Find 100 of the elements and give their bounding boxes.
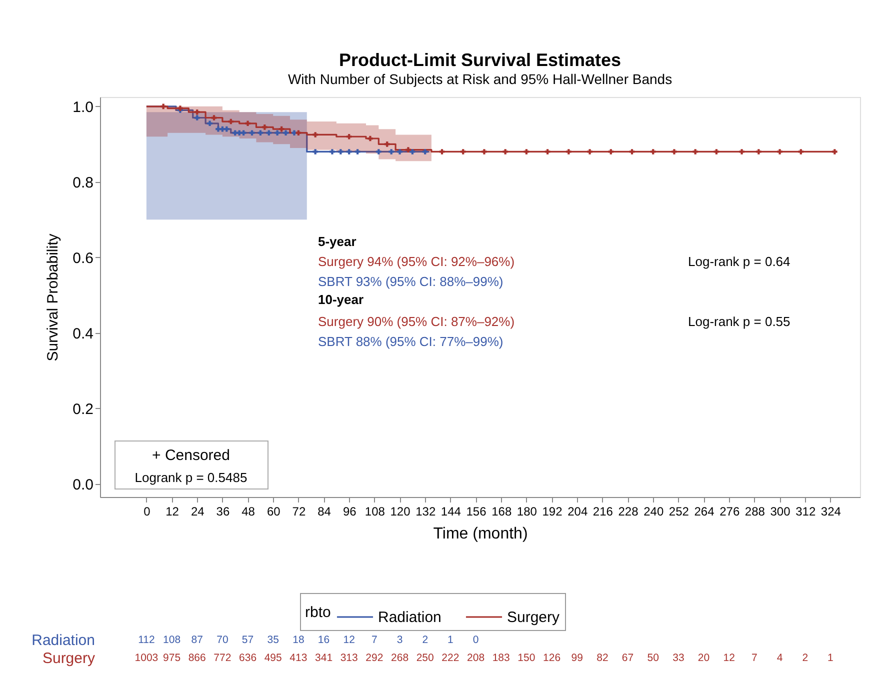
x-tick-label: 60 — [266, 504, 281, 518]
text: 1003 975 866 772 636 495 413 341 313 292 268 250 222 208 183 150 126 99 82 67 50 33 20 12 7 4 2 1 — [134, 652, 834, 664]
x-tick-label: 0 — [144, 504, 151, 518]
x-tick-label: 72 — [292, 504, 306, 518]
x-tick-label: 168 — [492, 504, 512, 518]
point — [672, 149, 677, 154]
point — [224, 126, 230, 132]
point — [368, 136, 373, 142]
point — [376, 149, 382, 154]
point — [544, 149, 550, 154]
chart-subtitle: With Number of Subjects at Risk and 95% Hall-Wellner Bands — [288, 71, 672, 87]
point — [338, 149, 344, 154]
point — [566, 149, 572, 154]
point — [629, 149, 635, 154]
annotation: 5-year — [318, 234, 356, 249]
x-tick-label: 12 — [166, 504, 180, 518]
x-tick-label: 156 — [466, 504, 487, 518]
annotation: SBRT 88% (95% CI: 77%–99%) — [318, 334, 504, 349]
point — [422, 149, 428, 154]
point — [207, 120, 212, 126]
point — [240, 130, 246, 136]
point — [330, 149, 335, 154]
x-axis-title: Time (month) — [433, 526, 528, 542]
point — [228, 118, 234, 124]
y-tick-label: 0.6 — [72, 250, 94, 267]
x-tick-label: 228 — [618, 504, 639, 518]
x-tick-label: 120 — [390, 504, 411, 518]
x-tick-label: 300 — [770, 504, 791, 518]
x-tick-label: 84 — [318, 504, 332, 518]
annotation: 10-year — [318, 292, 364, 307]
point — [354, 149, 360, 154]
chart-title: Product-Limit Survival Estimates — [338, 50, 622, 70]
x-tick-label: 324 — [820, 504, 842, 518]
point — [832, 149, 838, 154]
x-tick-label: 264 — [694, 504, 715, 518]
point — [502, 149, 508, 154]
legend-label: Surgery — [507, 609, 560, 626]
annotation: Logrank p = 0.5485 — [134, 470, 248, 485]
y-tick-label: 0.4 — [72, 325, 94, 342]
x-tick-label: 96 — [342, 504, 357, 518]
point — [312, 132, 318, 138]
point — [194, 109, 200, 115]
point — [245, 120, 250, 126]
point — [439, 149, 445, 154]
annotation: Surgery 94% (95% CI: 92%–96%) — [318, 254, 515, 269]
x-tick-label: 288 — [744, 504, 766, 518]
x-tick-label: 132 — [416, 504, 436, 518]
x-tick-label: 312 — [796, 504, 816, 518]
y-tick-label: 0.2 — [72, 400, 94, 418]
point — [296, 130, 302, 136]
point — [524, 149, 530, 154]
point — [211, 115, 217, 120]
point — [216, 126, 221, 132]
x-tick-label: 180 — [516, 504, 538, 518]
x-tick-label: 36 — [216, 504, 230, 518]
point — [346, 134, 352, 140]
point — [266, 130, 272, 136]
point — [587, 149, 592, 154]
x-tick-label: 216 — [592, 504, 614, 518]
point — [274, 130, 280, 136]
x-tick-label: 144 — [440, 504, 462, 518]
annotation: SBRT 93% (95% CI: 88%–99%) — [318, 274, 504, 289]
x-tick-label: 204 — [568, 504, 588, 518]
annotation: Surgery 90% (95% CI: 87%–92%) — [318, 314, 515, 329]
annotation: + Censored — [152, 447, 230, 464]
point — [692, 149, 698, 154]
point — [346, 149, 352, 154]
annotation: Log-rank p = 0.55 — [688, 314, 790, 329]
point — [258, 130, 264, 136]
text: 112 108 87 70 57 35 18 16 12 7 3 2 1 0 — [138, 634, 479, 646]
point — [714, 149, 720, 154]
point — [798, 149, 804, 154]
point — [160, 104, 166, 110]
point — [756, 149, 762, 154]
point — [410, 149, 416, 154]
text: Radiation — [32, 632, 95, 649]
point — [194, 115, 200, 120]
point — [482, 149, 487, 154]
legend-label: Radiation — [378, 609, 442, 626]
point — [650, 149, 656, 154]
point — [388, 149, 394, 154]
point — [292, 130, 297, 136]
x-tick-label: 48 — [242, 504, 256, 518]
x-tick-label: 240 — [644, 504, 664, 518]
annotation: Log-rank p = 0.64 — [688, 254, 790, 269]
legend-title: rbto — [305, 604, 331, 621]
point — [262, 124, 268, 130]
point — [397, 149, 402, 154]
y-axis-title: Survival Probability — [44, 233, 62, 362]
y-tick-label: 0.8 — [72, 174, 94, 192]
x-tick-label: 252 — [668, 504, 690, 518]
point — [249, 130, 255, 136]
text: Surgery — [42, 650, 96, 667]
y-tick-label: 0.0 — [72, 476, 94, 494]
point — [777, 149, 782, 154]
point — [460, 149, 466, 154]
x-tick-label: 192 — [542, 504, 563, 518]
point — [384, 142, 390, 147]
y-tick-label: 1.0 — [72, 98, 94, 116]
x-tick-label: 24 — [190, 504, 205, 518]
